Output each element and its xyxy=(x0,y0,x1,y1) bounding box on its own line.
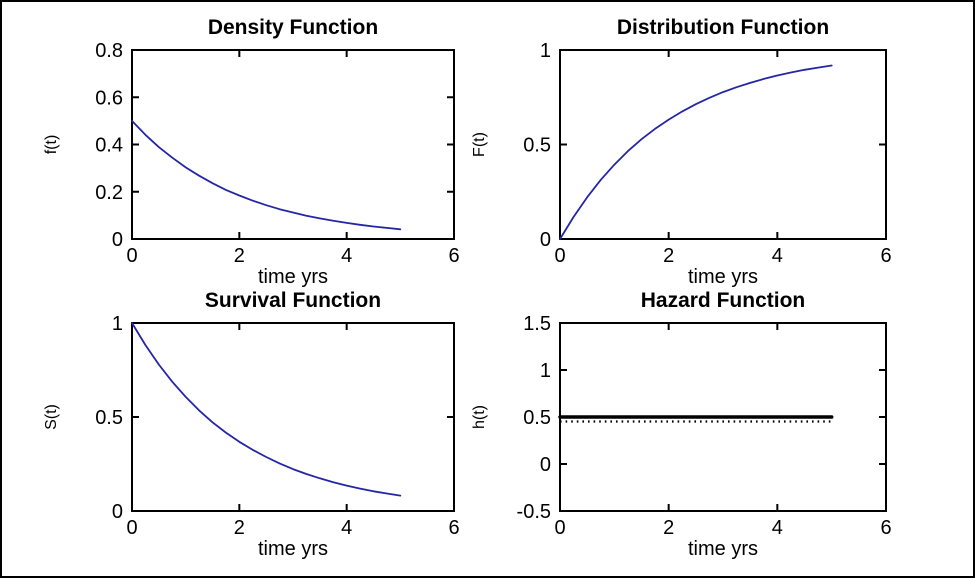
y-tick-label: 0.5 xyxy=(95,407,123,429)
y-tick-label: 0.6 xyxy=(95,87,123,109)
y-tick-label: 0 xyxy=(112,229,123,251)
series-line xyxy=(559,64,833,240)
y-tick-label: 0.2 xyxy=(95,182,123,204)
x-tick-label: 2 xyxy=(234,517,245,539)
series-line xyxy=(131,322,402,497)
y-axis-label: S(t) xyxy=(43,404,60,430)
series-line xyxy=(131,120,402,231)
x-tick-label: 4 xyxy=(341,245,352,267)
x-tick-label: 2 xyxy=(663,245,674,267)
y-tick-label: 1 xyxy=(112,313,123,335)
x-axis-label: time yrs xyxy=(258,538,328,560)
x-axis-label: time yrs xyxy=(688,538,758,560)
chart-title: Density Function xyxy=(208,16,378,39)
x-tick-label: 2 xyxy=(234,245,245,267)
x-tick-label: 0 xyxy=(126,245,137,267)
x-tick-label: 4 xyxy=(772,245,783,267)
y-tick-label: 0.4 xyxy=(95,135,123,157)
x-tick-label: 6 xyxy=(880,517,891,539)
axis-box xyxy=(559,49,887,240)
x-tick-label: 4 xyxy=(772,517,783,539)
y-tick-label: 0.5 xyxy=(523,135,551,157)
x-axis-label: time yrs xyxy=(258,266,328,288)
x-tick-label: 2 xyxy=(663,517,674,539)
y-tick-label: 0.5 xyxy=(523,407,551,429)
y-tick-label: 0 xyxy=(540,229,551,251)
x-tick-label: 6 xyxy=(880,245,891,267)
y-tick-label: 0 xyxy=(540,454,551,476)
axis-box xyxy=(131,322,455,512)
y-axis-label: f(t) xyxy=(43,135,60,155)
axis-box xyxy=(131,49,455,240)
chart-title: Distribution Function xyxy=(617,16,829,39)
y-tick-label: 1 xyxy=(540,40,551,62)
subplot-survival-function: 0 2 4 6 0 0.5 1 Survival Function time yrs S(t) xyxy=(43,289,460,560)
y-axis-label: h(t) xyxy=(471,405,488,429)
y-axis-label: F(t) xyxy=(471,132,488,157)
y-tick-label: 1 xyxy=(540,360,551,382)
x-tick-label: 0 xyxy=(554,517,565,539)
chart-title: Survival Function xyxy=(205,289,381,312)
x-tick-label: 0 xyxy=(126,517,137,539)
x-tick-label: 4 xyxy=(341,517,352,539)
x-tick-label: 6 xyxy=(448,517,459,539)
subplot-distribution-function: 0 2 4 6 0 0.5 1 Distribution Function time yrs F(… xyxy=(471,16,892,288)
chart-title: Hazard Function xyxy=(641,289,806,312)
x-tick-label: 6 xyxy=(448,245,459,267)
subplot-density-function: 0 2 4 6 0 0.2 0.4 0.6 0.8 Density Function time yr… xyxy=(43,16,460,288)
y-tick-label: 1.5 xyxy=(523,313,551,335)
y-tick-label: -0.5 xyxy=(517,501,551,523)
y-tick-label: 0 xyxy=(112,501,123,523)
x-axis-label: time yrs xyxy=(688,266,758,288)
y-tick-label: 0.8 xyxy=(95,40,123,62)
x-tick-label: 0 xyxy=(554,245,565,267)
